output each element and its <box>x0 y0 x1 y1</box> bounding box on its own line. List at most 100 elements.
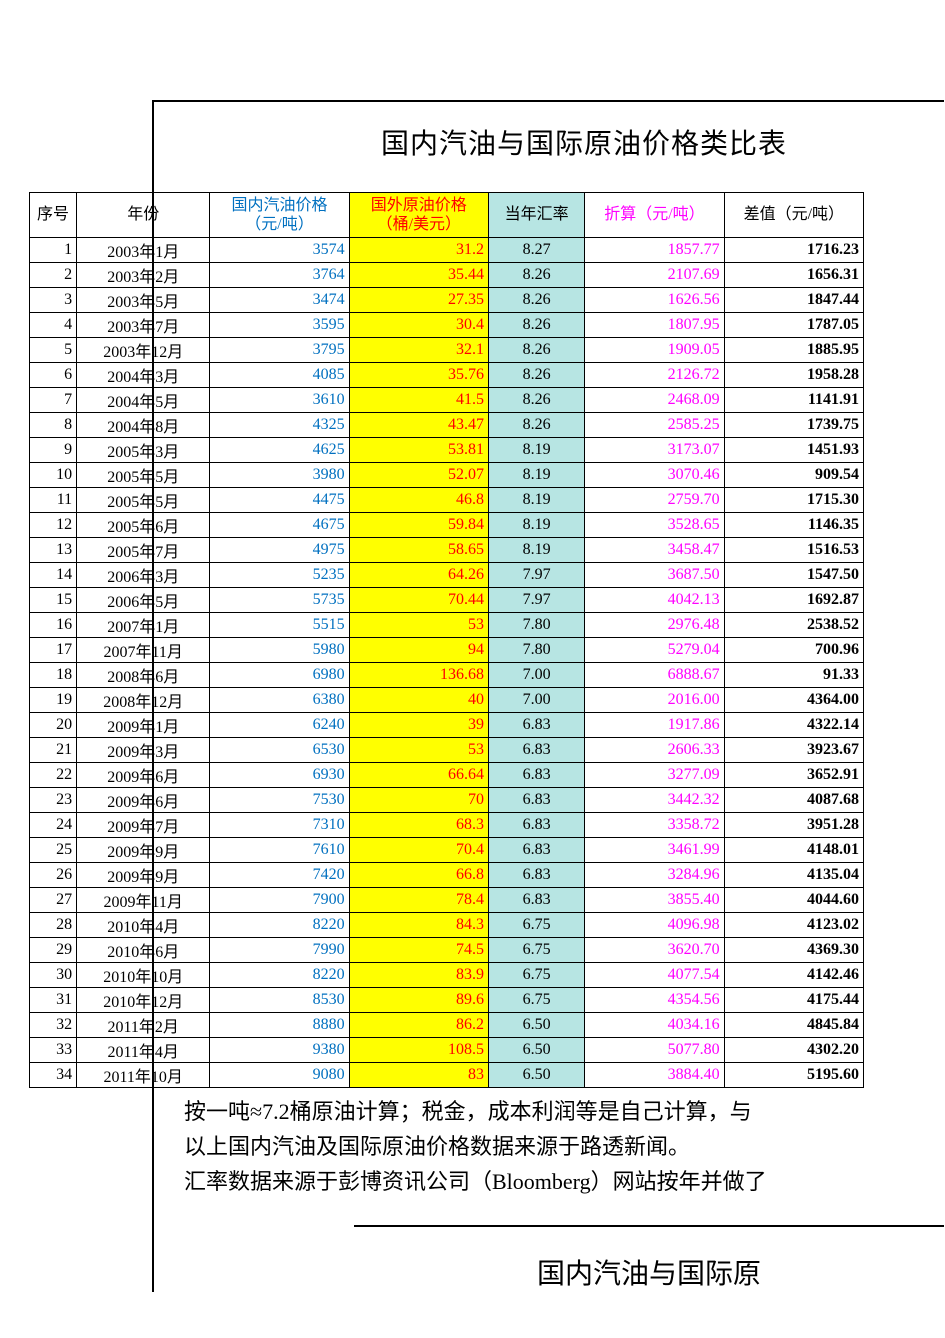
cell-dom: 5980 <box>210 638 349 663</box>
cell-intl: 136.68 <box>349 663 488 688</box>
cell-year: 2005年5月 <box>77 463 210 488</box>
cell-conv: 1909.05 <box>585 338 724 363</box>
cell-dom: 6240 <box>210 713 349 738</box>
cell-seq: 28 <box>30 913 77 938</box>
table-row: 242009年7月731068.36.833358.723951.28 <box>30 813 864 838</box>
cell-dom: 3474 <box>210 288 349 313</box>
cell-diff: 1146.35 <box>724 513 863 538</box>
cell-year: 2011年2月 <box>77 1013 210 1038</box>
cell-intl: 32.1 <box>349 338 488 363</box>
cell-conv: 4096.98 <box>585 913 724 938</box>
cell-conv: 2976.48 <box>585 613 724 638</box>
col-domestic: 国内汽油价格（元/吨） <box>210 193 349 238</box>
cell-conv: 2468.09 <box>585 388 724 413</box>
cell-intl: 40 <box>349 688 488 713</box>
cell-dom: 7900 <box>210 888 349 913</box>
cell-year: 2007年1月 <box>77 613 210 638</box>
cell-rate: 6.83 <box>488 788 584 813</box>
cell-rate: 8.26 <box>488 388 584 413</box>
cell-year: 2009年3月 <box>77 738 210 763</box>
table-row: 112005年5月447546.88.192759.701715.30 <box>30 488 864 513</box>
cell-seq: 6 <box>30 363 77 388</box>
cell-dom: 9380 <box>210 1038 349 1063</box>
cell-rate: 6.83 <box>488 863 584 888</box>
footer-line-1: 按一吨≈7.2桶原油计算；税金，成本利润等是自己计算，与 <box>184 1094 944 1129</box>
cell-seq: 14 <box>30 563 77 588</box>
cell-intl: 66.8 <box>349 863 488 888</box>
cell-seq: 17 <box>30 638 77 663</box>
cell-dom: 8220 <box>210 913 349 938</box>
table-row: 152006年5月573570.447.974042.131692.87 <box>30 588 864 613</box>
cell-diff: 1141.91 <box>724 388 863 413</box>
cell-dom: 3574 <box>210 238 349 263</box>
cell-conv: 1626.56 <box>585 288 724 313</box>
cell-rate: 6.75 <box>488 988 584 1013</box>
cell-intl: 70.44 <box>349 588 488 613</box>
cell-seq: 33 <box>30 1038 77 1063</box>
cell-conv: 3458.47 <box>585 538 724 563</box>
cell-dom: 6980 <box>210 663 349 688</box>
cell-intl: 30.4 <box>349 313 488 338</box>
table-row: 102005年5月398052.078.193070.46909.54 <box>30 463 864 488</box>
cell-diff: 3923.67 <box>724 738 863 763</box>
cell-dom: 3764 <box>210 263 349 288</box>
cell-rate: 6.75 <box>488 963 584 988</box>
table-row: 252009年9月761070.46.833461.994148.01 <box>30 838 864 863</box>
table-row: 192008年12月6380407.002016.004364.00 <box>30 688 864 713</box>
cell-dom: 6380 <box>210 688 349 713</box>
cell-year: 2003年5月 <box>77 288 210 313</box>
cell-year: 2006年3月 <box>77 563 210 588</box>
table-row: 262009年9月742066.86.833284.964135.04 <box>30 863 864 888</box>
cell-diff: 1547.50 <box>724 563 863 588</box>
cell-rate: 6.83 <box>488 738 584 763</box>
cell-dom: 6530 <box>210 738 349 763</box>
cell-rate: 8.19 <box>488 538 584 563</box>
cell-diff: 1716.23 <box>724 238 863 263</box>
cell-conv: 3284.96 <box>585 863 724 888</box>
cell-conv: 2759.70 <box>585 488 724 513</box>
cell-intl: 108.5 <box>349 1038 488 1063</box>
page-title: 国内汽油与国际原油价格类比表 <box>381 129 787 160</box>
cell-year: 2003年12月 <box>77 338 210 363</box>
cell-conv: 3070.46 <box>585 463 724 488</box>
cell-intl: 39 <box>349 713 488 738</box>
footer-notes: 按一吨≈7.2桶原油计算；税金，成本利润等是自己计算，与 以上国内汽油及国际原油… <box>184 1094 944 1200</box>
table-row: 22003年2月376435.448.262107.691656.31 <box>30 263 864 288</box>
cell-year: 2010年4月 <box>77 913 210 938</box>
cell-seq: 13 <box>30 538 77 563</box>
cell-diff: 4845.84 <box>724 1013 863 1038</box>
cell-conv: 3277.09 <box>585 763 724 788</box>
price-comparison-table: 序号 年份 国内汽油价格（元/吨） 国外原油价格（桶/美元） 当年汇率 折算（元… <box>29 192 864 1088</box>
table-row: 222009年6月693066.646.833277.093652.91 <box>30 763 864 788</box>
cell-rate: 8.19 <box>488 488 584 513</box>
cell-dom: 4325 <box>210 413 349 438</box>
table-row: 332011年4月9380108.56.505077.804302.20 <box>30 1038 864 1063</box>
cell-diff: 4087.68 <box>724 788 863 813</box>
cell-intl: 83 <box>349 1063 488 1088</box>
cell-intl: 58.65 <box>349 538 488 563</box>
cell-rate: 6.83 <box>488 713 584 738</box>
cell-diff: 1885.95 <box>724 338 863 363</box>
table-row: 162007年1月5515537.802976.482538.52 <box>30 613 864 638</box>
cell-seq: 4 <box>30 313 77 338</box>
cell-dom: 5515 <box>210 613 349 638</box>
col-converted: 折算（元/吨） <box>585 193 724 238</box>
cell-dom: 3610 <box>210 388 349 413</box>
table-wrap: 序号 年份 国内汽油价格（元/吨） 国外原油价格（桶/美元） 当年汇率 折算（元… <box>29 192 944 1088</box>
cell-intl: 64.26 <box>349 563 488 588</box>
cell-conv: 1857.77 <box>585 238 724 263</box>
cell-year: 2003年2月 <box>77 263 210 288</box>
cell-year: 2004年8月 <box>77 413 210 438</box>
cell-conv: 6888.67 <box>585 663 724 688</box>
cell-diff: 1516.53 <box>724 538 863 563</box>
cell-rate: 6.83 <box>488 813 584 838</box>
cell-intl: 53 <box>349 738 488 763</box>
table-row: 282010年4月822084.36.754096.984123.02 <box>30 913 864 938</box>
cell-year: 2009年9月 <box>77 863 210 888</box>
cell-conv: 3687.50 <box>585 563 724 588</box>
cell-year: 2009年6月 <box>77 763 210 788</box>
cell-intl: 89.6 <box>349 988 488 1013</box>
cell-year: 2003年7月 <box>77 313 210 338</box>
cell-dom: 8880 <box>210 1013 349 1038</box>
document-container: 国内汽油与国际原油价格类比表 序号 年份 国内汽油价格（元/吨） 国外原油价格（… <box>152 100 944 1292</box>
